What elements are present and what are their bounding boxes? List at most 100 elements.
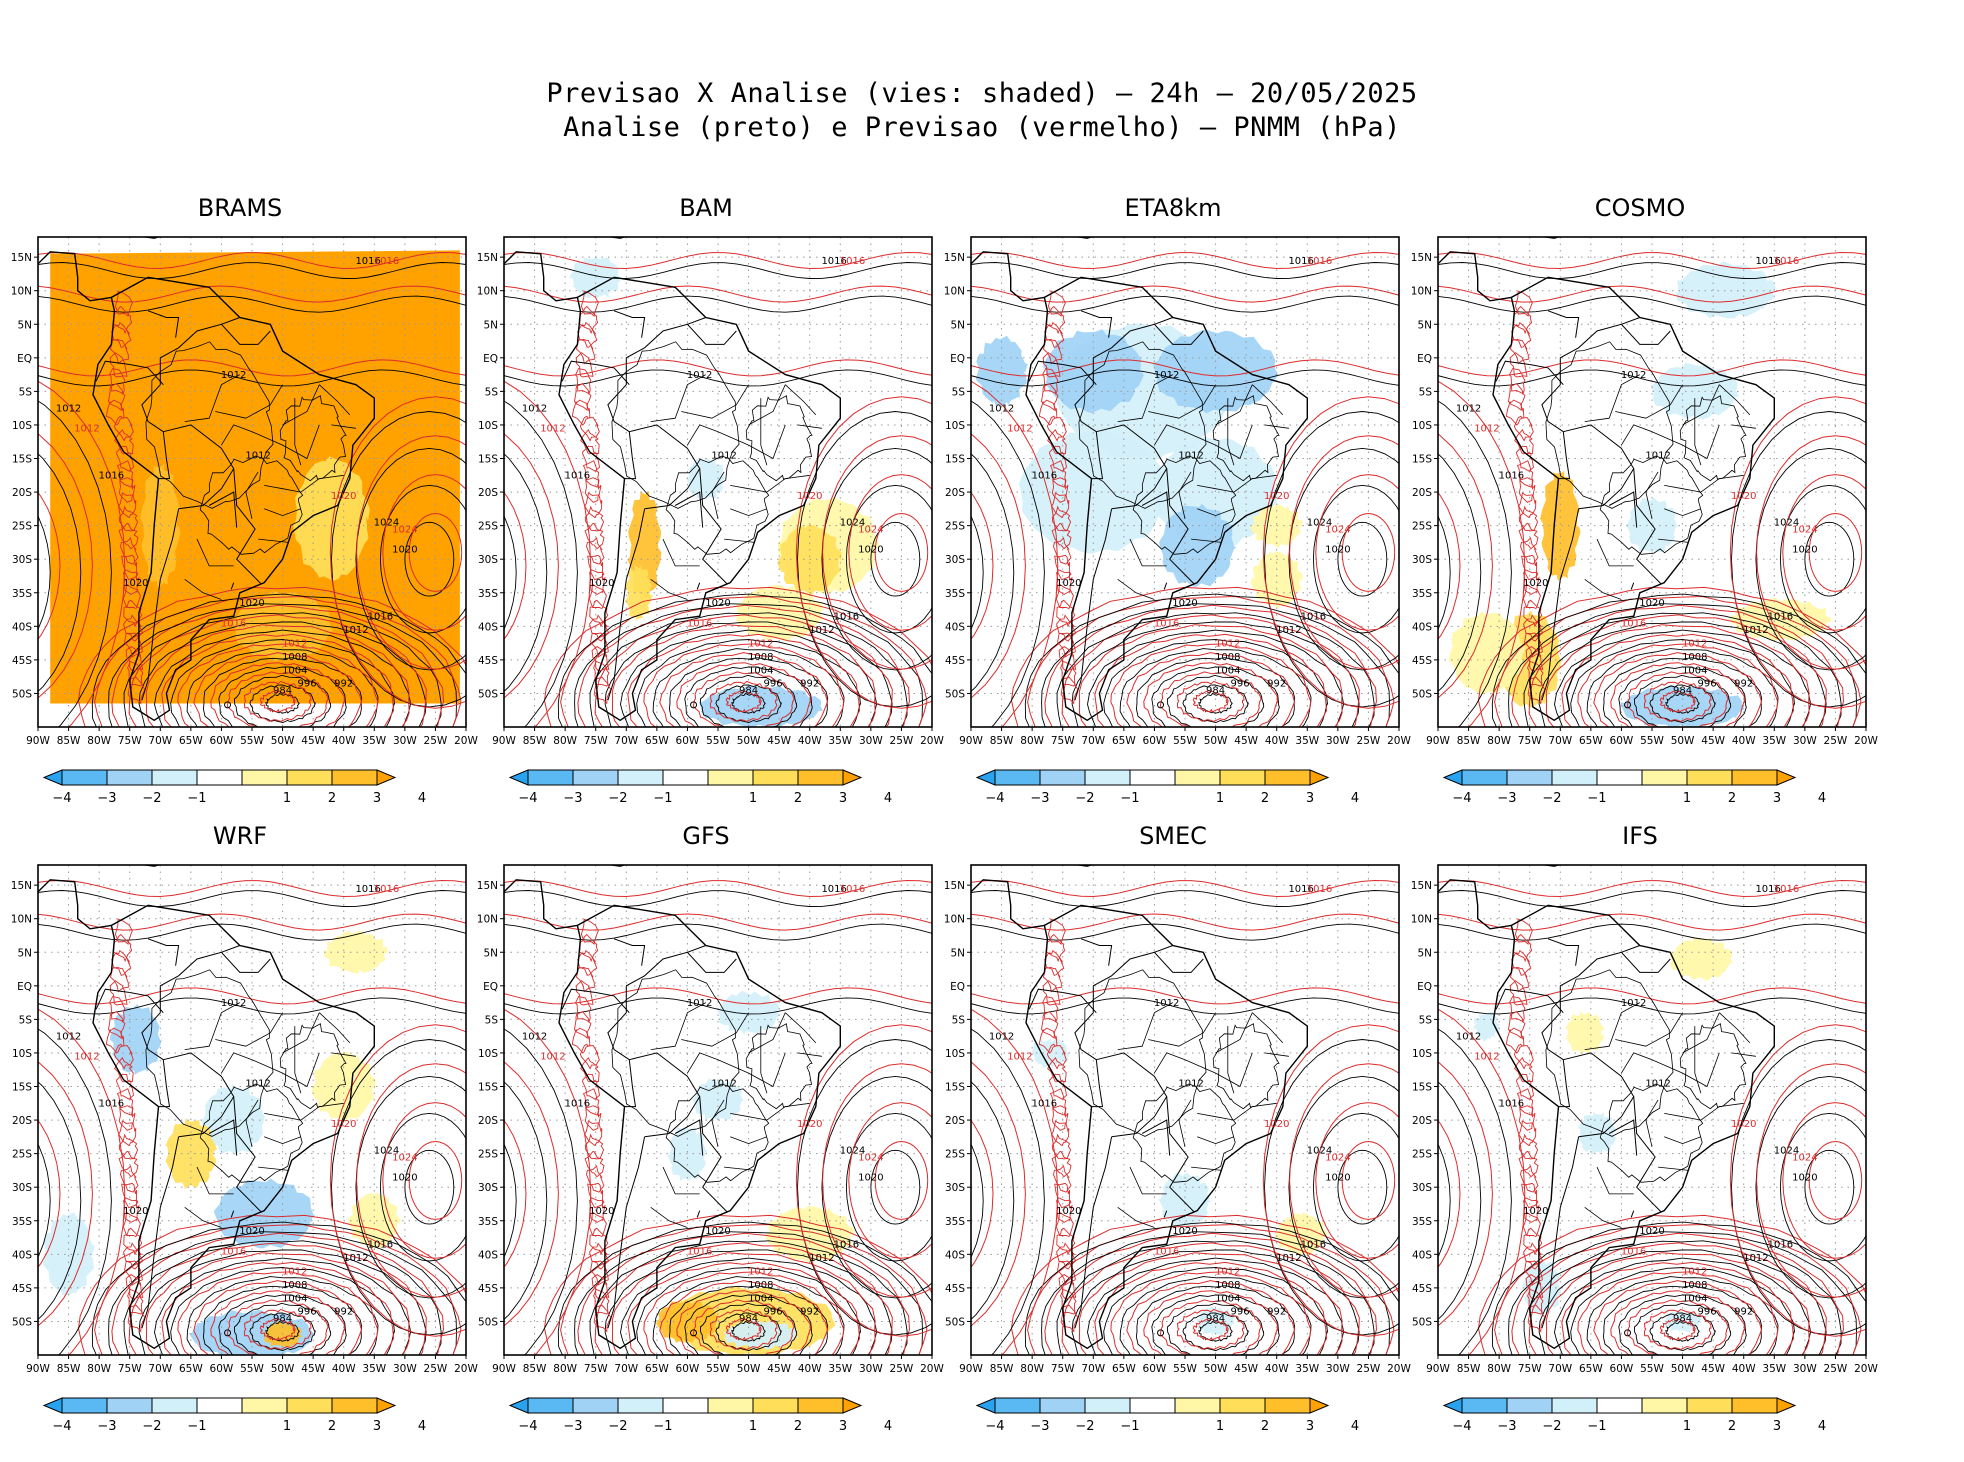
colorbar-tick-label: 3 xyxy=(1306,1419,1314,1434)
lon-tick-label: 85W xyxy=(1457,1363,1481,1375)
lat-tick-label: 20S xyxy=(945,1115,965,1127)
bias-shade-region xyxy=(975,335,1028,406)
lon-tick-label: 55W xyxy=(1173,1363,1197,1375)
lat-tick-label: 45S xyxy=(1412,1283,1432,1295)
lat-tick-label: 50S xyxy=(478,688,498,700)
svg-text:1012: 1012 xyxy=(1743,625,1768,636)
lat-tick-label: 25S xyxy=(945,521,965,533)
lon-tick-label: 35W xyxy=(1295,735,1319,747)
lon-tick-label: 65W xyxy=(645,1363,669,1375)
svg-text:1020: 1020 xyxy=(1639,598,1664,609)
svg-text:996: 996 xyxy=(763,679,782,690)
lon-tick-label: 90W xyxy=(1426,735,1450,747)
lat-tick-label: 10S xyxy=(1412,1048,1432,1060)
svg-text:1012: 1012 xyxy=(989,404,1014,415)
map-frame: 1008100499698499210121016102010241020101… xyxy=(477,236,944,747)
svg-text:1012: 1012 xyxy=(1456,404,1481,415)
colorbar-tick-label: 1 xyxy=(749,1419,757,1434)
lon-tick-label: 85W xyxy=(57,735,81,747)
lon-tick-label: 35W xyxy=(828,1363,852,1375)
svg-text:984: 984 xyxy=(1206,1313,1225,1324)
colorbar-tick-label: −1 xyxy=(1120,1419,1139,1434)
map-panel-eta8km: ETA8km 1008 1004 996 984 992 1012 1016 1020 1024 1… xyxy=(933,194,1413,834)
bias-shade-region xyxy=(109,1003,163,1075)
colorbar-tick-label: 3 xyxy=(373,791,381,806)
lon-tick-label: 25W xyxy=(424,1363,448,1375)
lon-tick-label: 80W xyxy=(553,735,577,747)
svg-text:1012: 1012 xyxy=(809,1253,834,1264)
lat-tick-label: 40S xyxy=(945,1249,965,1261)
lon-tick-label: 25W xyxy=(1357,1363,1381,1375)
lat-tick-label: 25S xyxy=(1412,1149,1432,1161)
colorbar-tick-label: −2 xyxy=(608,1419,627,1434)
colorbar-tick-label: −2 xyxy=(1075,1419,1094,1434)
colorbar-tick-label: −4 xyxy=(52,1419,71,1434)
coastline xyxy=(92,904,375,1350)
svg-text:1012: 1012 xyxy=(1276,625,1301,636)
svg-text:1020: 1020 xyxy=(1523,1206,1548,1217)
svg-text:1008: 1008 xyxy=(1215,652,1240,663)
coastline xyxy=(92,276,375,722)
lon-tick-label: 75W xyxy=(118,1363,142,1375)
svg-text:1016: 1016 xyxy=(221,1246,246,1257)
svg-text:1004: 1004 xyxy=(1682,1293,1707,1304)
lon-tick-label: 65W xyxy=(179,1363,203,1375)
svg-text:1024: 1024 xyxy=(840,1146,865,1157)
svg-text:1004: 1004 xyxy=(282,1293,307,1304)
colorbar-tick-label: 2 xyxy=(794,791,802,806)
lon-tick-label: 50W xyxy=(1204,735,1228,747)
lon-tick-label: 30W xyxy=(1793,1363,1817,1375)
bias-shade-region xyxy=(1153,329,1278,414)
svg-text:1016: 1016 xyxy=(368,1240,393,1251)
svg-text:992: 992 xyxy=(334,1307,353,1318)
lon-tick-label: 70W xyxy=(1081,1363,1105,1375)
lat-tick-label: 20S xyxy=(478,1115,498,1127)
lat-tick-label: 45S xyxy=(12,655,32,667)
lon-tick-label: 90W xyxy=(26,1363,50,1375)
lat-tick-label: 25S xyxy=(478,521,498,533)
bias-shade-region xyxy=(213,1178,316,1249)
map-panel-gfs: GFS 1008 1004 996 984 992 1012 1016 1020 1024 1020… xyxy=(466,822,946,1462)
svg-text:1020: 1020 xyxy=(239,1226,264,1237)
lon-tick-label: 25W xyxy=(1357,735,1381,747)
svg-text:984: 984 xyxy=(273,1313,292,1324)
lat-tick-label: 30S xyxy=(478,1182,498,1194)
bias-shade-region xyxy=(347,1192,401,1250)
colorbar-tick-label: 2 xyxy=(1728,1419,1736,1434)
lon-tick-label: 45W xyxy=(1701,735,1725,747)
svg-text:1020: 1020 xyxy=(392,1172,417,1183)
svg-text:1020: 1020 xyxy=(331,491,356,502)
colorbar-tick-label: 3 xyxy=(839,791,847,806)
svg-text:1020: 1020 xyxy=(797,1119,822,1130)
svg-text:1012: 1012 xyxy=(56,1032,81,1043)
svg-text:1020: 1020 xyxy=(1056,578,1081,589)
map-panel-brams: BRAMS 1008 1004 996 984 992 1012 1016 1020 1024 10… xyxy=(0,194,480,834)
lat-tick-label: 15N xyxy=(477,880,498,892)
svg-text:1012: 1012 xyxy=(1178,451,1203,462)
bias-shade-region xyxy=(1565,1010,1605,1055)
svg-text:1016: 1016 xyxy=(821,884,846,895)
bias-shade-region xyxy=(1250,504,1303,549)
lat-tick-label: 15S xyxy=(12,454,32,466)
lat-tick-label: 25S xyxy=(12,521,32,533)
colorbar-tick-label: 3 xyxy=(373,1419,381,1434)
colorbar-tick-label: 3 xyxy=(1773,791,1781,806)
lon-tick-label: 65W xyxy=(1579,1363,1603,1375)
lon-tick-label: 30W xyxy=(393,1363,417,1375)
svg-text:1016: 1016 xyxy=(565,1099,590,1110)
colorbar-tick-label: −3 xyxy=(97,791,116,806)
map-frame: 1008100499698499210121016102010241020101… xyxy=(1411,236,1878,747)
coastline xyxy=(1492,904,1775,1350)
svg-text:1020: 1020 xyxy=(331,1119,356,1130)
lon-tick-label: 80W xyxy=(87,735,111,747)
svg-text:1012: 1012 xyxy=(343,625,368,636)
svg-text:1016: 1016 xyxy=(687,618,712,629)
lon-tick-label: 55W xyxy=(1640,735,1664,747)
lon-tick-label: 45W xyxy=(301,735,325,747)
lat-tick-label: 25S xyxy=(478,1149,498,1161)
lon-tick-label: 35W xyxy=(1762,735,1786,747)
svg-text:996: 996 xyxy=(1230,1307,1249,1318)
lon-tick-label: 90W xyxy=(492,735,516,747)
lon-tick-label: 75W xyxy=(118,735,142,747)
lat-tick-label: 45S xyxy=(1412,655,1432,667)
